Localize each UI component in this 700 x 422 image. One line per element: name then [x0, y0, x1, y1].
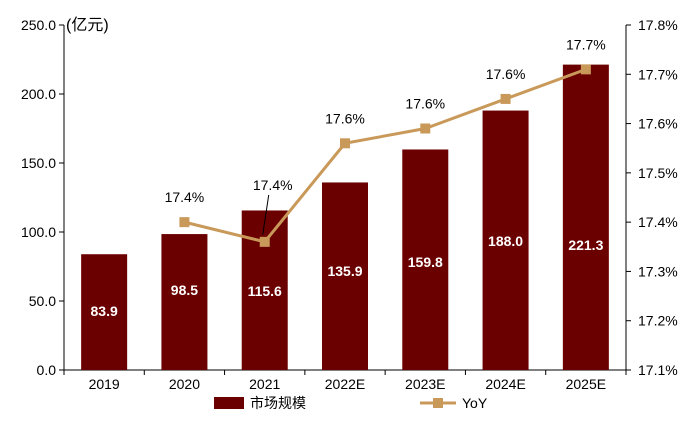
legend-line-label: YoY [462, 395, 488, 411]
x-tick-label: 2021 [249, 376, 280, 392]
right-tick-label: 17.2% [638, 313, 678, 329]
x-tick-label: 2022E [325, 376, 365, 392]
x-tick-label: 2024E [485, 376, 525, 392]
yoy-marker [580, 64, 591, 75]
bar-value-label: 221.3 [568, 237, 603, 253]
x-tick-label: 2025E [566, 376, 606, 392]
x-tick-label: 2023E [405, 376, 445, 392]
yoy-value-label: 17.4% [165, 189, 205, 205]
unit-label: (亿元) [66, 16, 109, 34]
bar [402, 149, 449, 370]
bar-value-label: 159.8 [408, 254, 443, 270]
bar [161, 234, 208, 370]
right-tick-label: 17.4% [638, 214, 678, 230]
yoy-value-label: 17.6% [325, 110, 365, 126]
yoy-marker [259, 236, 270, 247]
x-axis: 2019 2020 2021 2022E 2023E 2024E 2025E [63, 369, 627, 392]
right-tick-label: 17.1% [638, 362, 678, 378]
left-tick-label: 250.0 [21, 17, 56, 33]
yoy-marker [179, 217, 190, 228]
yoy-line [184, 67, 587, 244]
yoy-leader-line [262, 194, 270, 235]
right-tick-label: 17.7% [638, 66, 678, 82]
right-tick-label: 17.6% [638, 116, 678, 132]
left-y-axis: 0.0 50.0 100.0 150.0 200.0 250.0 [21, 17, 65, 378]
left-tick-label: 0.0 [37, 362, 57, 378]
bar [562, 64, 609, 370]
yoy-marker [420, 123, 431, 134]
yoy-marker [340, 138, 350, 149]
legend-bar-label: 市场规模 [250, 395, 306, 411]
right-y-axis: 17.1% 17.2% 17.3% 17.4% 17.5% 17.6% 17.7% 17.8% [625, 17, 678, 378]
line-series: 17.4% 17.4% 17.6% 17.6% 17.6% 17.7% [165, 36, 606, 247]
right-tick-label: 17.5% [638, 165, 678, 181]
yoy-value-label: 17.6% [405, 96, 445, 112]
left-tick-label: 150.0 [21, 155, 56, 171]
left-tick-label: 50.0 [29, 293, 56, 309]
bar-value-label: 98.5 [171, 282, 198, 298]
bar-series: 83.9 98.5 115.6 135.9 159.8 188.0 221.3 [81, 64, 609, 370]
right-tick-label: 17.3% [638, 263, 678, 279]
bar [81, 254, 128, 370]
yoy-value-label: 17.6% [486, 66, 526, 82]
x-tick-label: 2020 [169, 376, 200, 392]
bar [482, 110, 529, 370]
x-tick-label: 2019 [89, 376, 120, 392]
left-tick-label: 200.0 [21, 86, 56, 102]
yoy-value-label: 17.7% [566, 36, 606, 52]
legend: 市场规模 YoY [214, 395, 488, 411]
bar-value-label: 188.0 [488, 233, 523, 249]
right-tick-label: 17.8% [638, 17, 678, 33]
left-tick-label: 100.0 [21, 224, 56, 240]
bar-value-label: 83.9 [91, 303, 118, 319]
legend-line-marker [433, 398, 443, 408]
legend-bar-swatch [214, 397, 244, 409]
yoy-value-label: 17.4% [253, 177, 293, 193]
yoy-marker [500, 93, 511, 104]
bar [322, 182, 368, 370]
bar-value-label: 115.6 [248, 283, 282, 299]
bar-value-label: 135.9 [327, 263, 362, 279]
